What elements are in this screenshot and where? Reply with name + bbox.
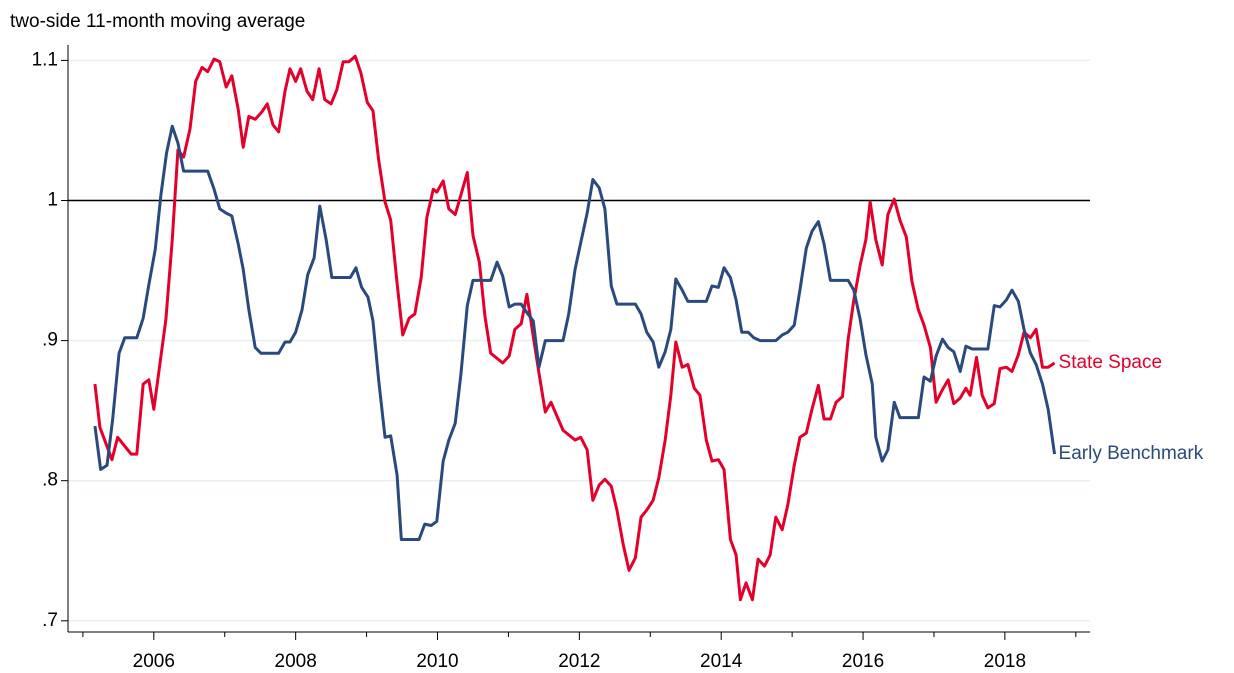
y-tick-label: .9 (42, 330, 58, 351)
y-tick-label: 1.1 (32, 49, 58, 70)
x-tick-label: 2018 (984, 651, 1026, 672)
x-tick-label: 2016 (842, 651, 884, 672)
series-label: Early Benchmark (1059, 443, 1204, 464)
chart-title: two-side 11-month moving average (10, 11, 305, 32)
x-tick-label: 2010 (416, 651, 458, 672)
y-tick-label: 1 (47, 190, 58, 211)
x-tick-label: 2012 (558, 651, 600, 672)
x-tick-label: 2008 (275, 651, 317, 672)
x-tick-label: 2014 (700, 651, 743, 672)
y-tick-label: .8 (42, 470, 58, 491)
series-label: State Space (1059, 352, 1163, 373)
y-tick-label: .7 (42, 610, 58, 631)
series-line (93, 54, 1056, 602)
x-tick-label: 2006 (133, 651, 175, 672)
series-line (93, 124, 1057, 542)
